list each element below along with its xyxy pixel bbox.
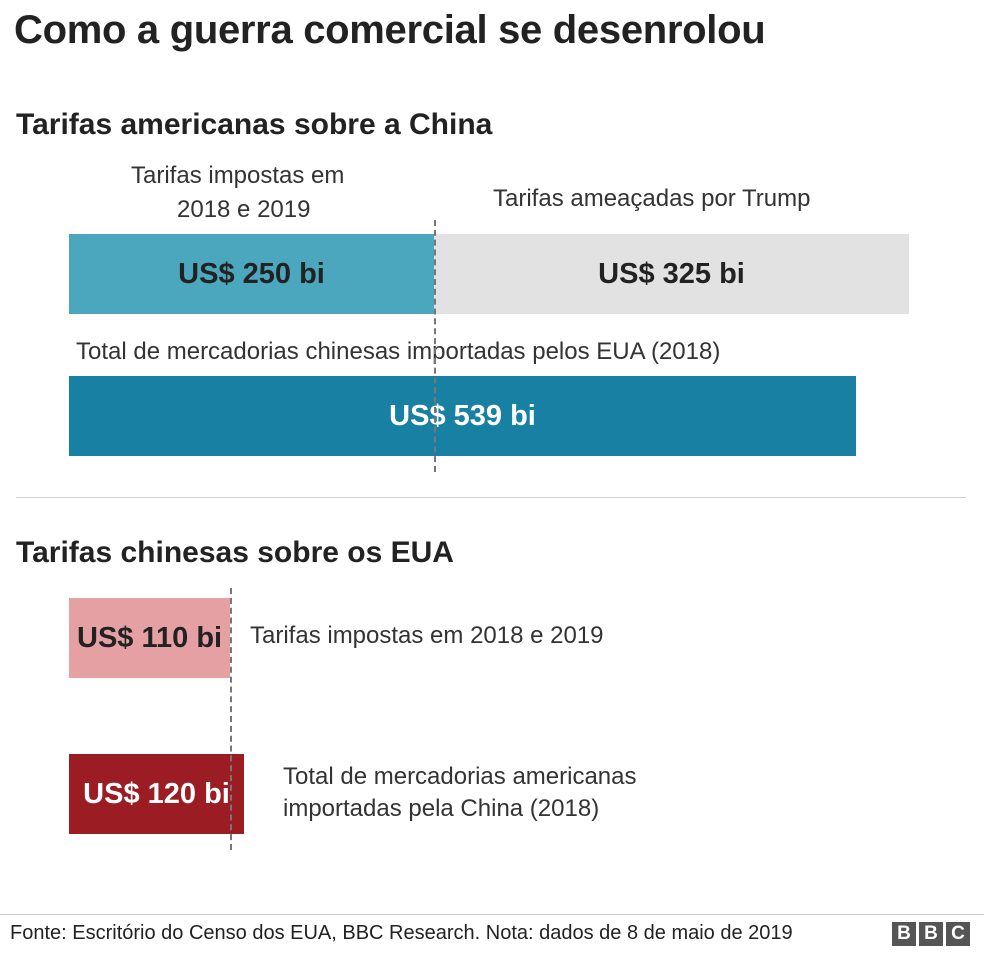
- source-note: Fonte: Escritório do Censo dos EUA, BBC …: [10, 922, 793, 944]
- us-imposed-label-line2: 2018 e 2019: [177, 196, 311, 223]
- bar-cn-total-label: US$ 120 bi: [83, 777, 230, 810]
- us-imposed-label-line1: Tarifas impostas em: [131, 162, 345, 189]
- bar-cn-total: US$ 120 bi: [69, 754, 244, 834]
- bar-cn-imposed-label: US$ 110 bi: [77, 621, 223, 654]
- bbc-logo-letter: B: [919, 922, 943, 946]
- bar-us-threatened: US$ 325 bi: [434, 234, 909, 314]
- bar-us-total: US$ 539 bi: [69, 376, 856, 456]
- bar-cn-imposed: US$ 110 bi: [69, 598, 230, 678]
- bbc-logo-letter: C: [946, 922, 970, 946]
- bar-us-imposed-label: US$ 250 bi: [178, 257, 325, 290]
- us-section-title: Tarifas americanas sobre a China: [16, 108, 493, 141]
- us-total-label: Total de mercadorias chinesas importadas…: [76, 338, 721, 365]
- us-reference-dashed-line: [434, 220, 436, 472]
- bar-us-threatened-label: US$ 325 bi: [598, 257, 745, 290]
- cn-section-title: Tarifas chinesas sobre os EUA: [16, 536, 454, 569]
- bbc-logo-letter: B: [892, 922, 916, 946]
- bar-us-imposed: US$ 250 bi: [69, 234, 434, 314]
- bbc-logo: B B C: [892, 922, 970, 946]
- cn-imposed-label: Tarifas impostas em 2018 e 2019: [250, 622, 604, 649]
- cn-total-label-line2: importadas pela China (2018): [283, 795, 600, 822]
- us-threatened-label: Tarifas ameaçadas por Trump: [493, 185, 811, 212]
- page-title: Como a guerra comercial se desenrolou: [14, 8, 766, 52]
- bar-us-total-label: US$ 539 bi: [389, 399, 536, 432]
- cn-total-label-line1: Total de mercadorias americanas: [283, 763, 637, 790]
- cn-reference-dashed-line: [230, 588, 232, 850]
- footer-divider: [0, 914, 984, 915]
- section-divider: [16, 497, 966, 498]
